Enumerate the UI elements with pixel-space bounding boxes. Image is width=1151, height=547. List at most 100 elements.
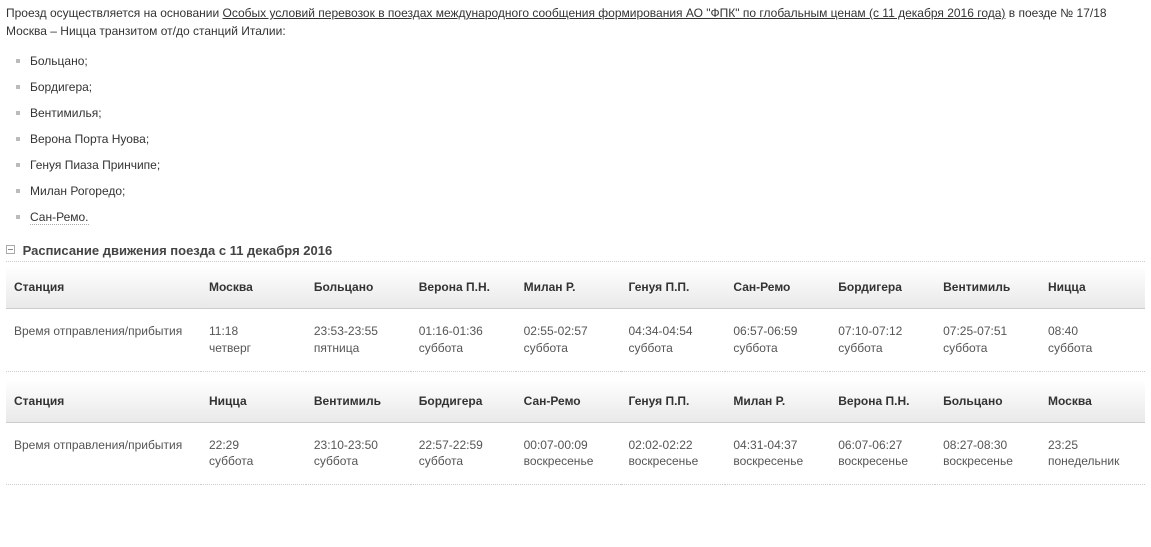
intro-prefix: Проезд осуществляется на основании [6,6,223,20]
stations-list: Больцано; Бордигера; Вентимилья; Верона … [6,48,1145,230]
day-value: суббота [943,341,987,355]
station-name: Вентимилья; [30,106,102,120]
list-item: Больцано; [6,48,1145,74]
header-cell: Генуя П.П. [621,380,726,423]
time-value: 04:31-04:37 [733,438,797,452]
time-cell: 02:02-02:22 воскресенье [621,422,726,485]
day-value: суббота [733,341,777,355]
time-cell: 23:53-23:55 пятница [306,309,411,372]
station-name: Сан-Ремо. [30,210,89,225]
schedule-heading: Расписание движения поезда с 11 декабря … [6,240,1145,262]
header-label: Станция [6,380,201,423]
station-name: Верона Порта Нуова; [30,132,149,146]
header-cell: Москва [1040,380,1145,423]
time-cell: 22:57-22:59 суббота [411,422,516,485]
schedule-title: Расписание движения поезда с 11 декабря … [23,243,333,258]
day-value: суббота [419,341,463,355]
header-cell: Вентимиль [306,380,411,423]
list-item: Генуя Пиаза Принчипе; [6,152,1145,178]
list-item: Милан Рогоредо; [6,178,1145,204]
header-cell: Ницца [1040,266,1145,309]
collapse-icon[interactable] [6,245,15,254]
time-cell: 11:18 четверг [201,309,306,372]
table-row: Время отправления/прибытия 22:29суббота … [6,422,1145,485]
intro-paragraph: Проезд осуществляется на основании Особы… [6,4,1145,40]
time-cell: 00:07-00:09 воскресенье [516,422,621,485]
day-value: воскресенье [943,454,1013,468]
header-cell: Москва [201,266,306,309]
time-value: 22:57-22:59 [419,438,483,452]
schedule-table-return: Станция Ницца Вентимиль Бордигера Сан-Ре… [6,380,1145,486]
list-item: Верона Порта Нуова; [6,126,1145,152]
station-name: Генуя Пиаза Принчипе; [30,158,160,172]
station-name: Больцано; [30,54,88,68]
time-value: 02:55-02:57 [524,324,588,338]
day-value: понедельник [1048,454,1119,468]
station-name: Бордигера; [30,80,92,94]
day-value: пятница [314,341,359,355]
header-cell: Верона П.Н. [830,380,935,423]
day-value: воскресенье [733,454,803,468]
header-label: Станция [6,266,201,309]
time-cell: 08:40 суббота [1040,309,1145,372]
time-cell: 06:57-06:59 суббота [725,309,830,372]
row-label: Время отправления/прибытия [6,309,201,372]
time-cell: 23:25 понедельник [1040,422,1145,485]
time-value: 07:10-07:12 [838,324,902,338]
day-value: воскресенье [524,454,594,468]
header-cell: Генуя П.П. [621,266,726,309]
schedule-table-outbound: Станция Москва Больцано Верона П.Н. Мила… [6,266,1145,372]
header-cell: Сан-Ремо [516,380,621,423]
time-value: 23:25 [1048,438,1078,452]
header-cell: Сан-Ремо [725,266,830,309]
list-item: Бордигера; [6,74,1145,100]
header-cell: Бордигера [411,380,516,423]
time-cell: 06:07-06:27 воскресенье [830,422,935,485]
time-value: 06:07-06:27 [838,438,902,452]
day-value: суббота [419,454,463,468]
header-cell: Больцано [306,266,411,309]
day-value: воскресенье [838,454,908,468]
day-value: суббота [629,341,673,355]
day-value: суббота [209,454,253,468]
day-value: воскресенье [629,454,699,468]
station-name: Милан Рогоредо; [30,184,125,198]
header-cell: Милан Р. [725,380,830,423]
header-cell: Ницца [201,380,306,423]
day-value: четверг [209,341,251,355]
time-value: 11:18 [209,324,238,338]
time-value: 22:29 [209,438,239,452]
time-cell: 02:55-02:57 суббота [516,309,621,372]
header-cell: Больцано [935,380,1040,423]
list-item: Вентимилья; [6,100,1145,126]
header-cell: Верона П.Н. [411,266,516,309]
day-value: суббота [1048,341,1092,355]
time-cell: 07:10-07:12 суббота [830,309,935,372]
time-value: 00:07-00:09 [524,438,588,452]
time-cell: 07:25-07:51 суббота [935,309,1040,372]
time-value: 23:10-23:50 [314,438,378,452]
time-cell: 08:27-08:30 воскресенье [935,422,1040,485]
time-cell: 22:29 суббота [201,422,306,485]
conditions-link[interactable]: Особых условий перевозок в поездах между… [223,6,1006,20]
header-cell: Милан Р. [516,266,621,309]
list-item: Сан-Ремо. [6,204,1145,230]
time-value: 06:57-06:59 [733,324,797,338]
time-value: 02:02-02:22 [629,438,693,452]
header-cell: Вентимиль [935,266,1040,309]
time-value: 08:40 [1048,324,1078,338]
table-row: Время отправления/прибытия 11:18четверг … [6,309,1145,372]
time-cell: 23:10-23:50 суббота [306,422,411,485]
table-header-row: Станция Москва Больцано Верона П.Н. Мила… [6,266,1145,309]
time-cell: 04:31-04:37 воскресенье [725,422,830,485]
header-cell: Бордигера [830,266,935,309]
day-value: суббота [838,341,882,355]
row-label: Время отправления/прибытия [6,422,201,485]
day-value: суббота [314,454,358,468]
time-value: 04:34-04:54 [629,324,693,338]
time-cell: 01:16-01:36суббота [411,309,516,372]
time-value: 08:27-08:30 [943,438,1007,452]
time-value: 07:25-07:51 [943,324,1007,338]
time-value: 23:53-23:55 [314,324,378,338]
day-value: суббота [524,341,568,355]
